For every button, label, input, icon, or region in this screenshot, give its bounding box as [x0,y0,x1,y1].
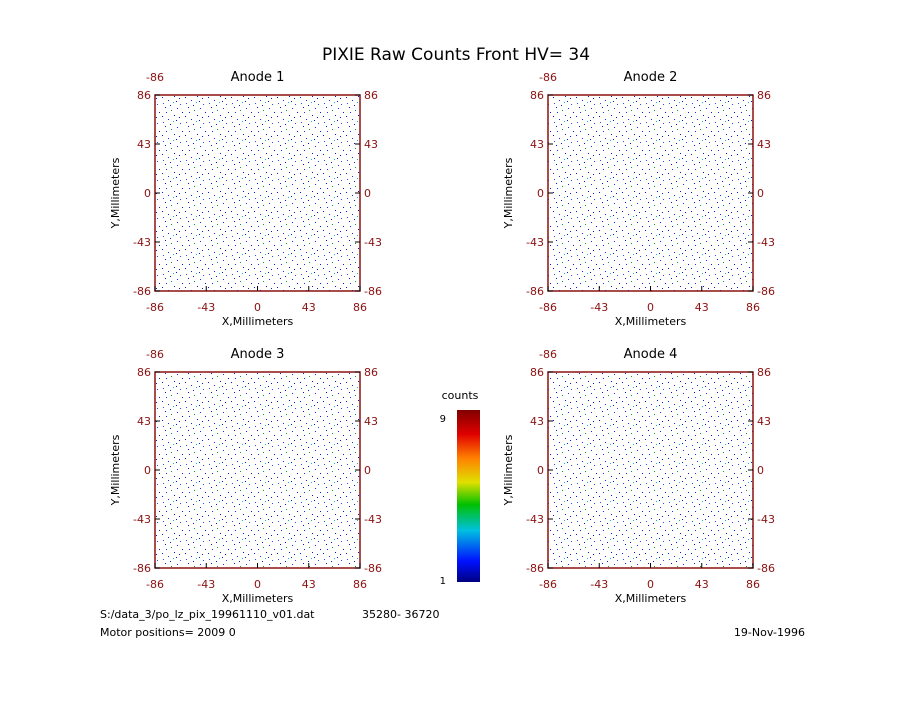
x-tick-label: 86 [353,301,367,314]
y-axis-label: Y,Millimeters [109,434,122,506]
y-tick-label: 43 [137,415,151,428]
x-axis-label: X,Millimeters [615,315,687,328]
x-tick-label: -86 [146,301,164,314]
x-axis-label: X,Millimeters [222,315,294,328]
y2-tick-label: -86 [757,285,775,298]
heatmap-image [155,372,360,568]
x-tick-label: 86 [746,578,760,591]
y2-tick-label: 86 [757,366,771,379]
y-axis-label: Y,Millimeters [502,157,515,229]
y-tick-label: 0 [537,464,544,477]
y2-tick-label: 86 [757,89,771,102]
y2-tick-label: 43 [364,415,378,428]
x-tick-label: -86 [146,578,164,591]
y2-tick-label: -86 [757,562,775,575]
x-tick-label: 0 [254,578,261,591]
y-tick-label: 43 [137,138,151,151]
x-tick-label: 43 [302,301,316,314]
y-tick-label: -86 [526,285,544,298]
y2-tick-label: -86 [364,562,382,575]
x-tick-label: -86 [539,578,557,591]
x-tick-label: 0 [647,301,654,314]
panel-title: Anode 3 [231,347,285,362]
panel-title: Anode 1 [231,70,285,85]
x-tick-label: 86 [353,578,367,591]
x-tick-label: 43 [302,578,316,591]
y2-tick-label: -43 [364,236,382,249]
x-axis-label: X,Millimeters [615,592,687,605]
x-tick-label: -43 [197,301,215,314]
top-tick-label: -86 [146,348,164,361]
y-tick-label: 0 [144,464,151,477]
y2-tick-label: 0 [364,464,371,477]
x-axis-label: X,Millimeters [222,592,294,605]
x-tick-label: -43 [590,301,608,314]
x-tick-label: 0 [647,578,654,591]
colorbar [457,410,480,582]
y-tick-label: -86 [526,562,544,575]
y-tick-label: 86 [530,366,544,379]
y2-tick-label: 43 [757,415,771,428]
heatmap-image [548,95,753,291]
y-tick-label: -43 [526,236,544,249]
y2-tick-label: 0 [364,187,371,200]
y2-tick-label: 43 [757,138,771,151]
y-tick-label: -43 [133,236,151,249]
x-tick-label: 86 [746,301,760,314]
heatmap-image [548,372,753,568]
y-tick-label: 0 [144,187,151,200]
y-tick-label: -43 [526,513,544,526]
y-tick-label: 86 [137,366,151,379]
x-tick-label: 0 [254,301,261,314]
y2-tick-label: -43 [757,236,775,249]
y-tick-label: -43 [133,513,151,526]
y2-tick-label: -43 [757,513,775,526]
footer-file: S:/data_3/po_lz_pix_19961110_v01.dat [100,608,315,621]
panel-title: Anode 2 [624,70,678,85]
y-tick-label: -86 [133,562,151,575]
top-tick-label: -86 [539,348,557,361]
y-axis-label: Y,Millimeters [502,434,515,506]
footer-date: 19-Nov-1996 [734,626,805,639]
heatmap-image [155,95,360,291]
y-tick-label: 0 [537,187,544,200]
y-tick-label: 86 [530,89,544,102]
top-tick-label: -86 [539,71,557,84]
footer-motor: Motor positions= 2009 0 [100,626,236,639]
x-tick-label: 43 [695,301,709,314]
y-tick-label: -86 [133,285,151,298]
footer-range: 35280- 36720 [362,608,439,621]
y2-tick-label: -43 [364,513,382,526]
y2-tick-label: -86 [364,285,382,298]
x-tick-label: 43 [695,578,709,591]
y-tick-label: 43 [530,138,544,151]
figure-title: PIXIE Raw Counts Front HV= 34 [322,45,590,65]
top-tick-label: -86 [146,71,164,84]
y2-tick-label: 86 [364,366,378,379]
y2-tick-label: 0 [757,464,764,477]
colorbar-tick-label: 9 [440,414,446,425]
colorbar-label: counts [442,389,479,402]
x-tick-label: -43 [590,578,608,591]
y-axis-label: Y,Millimeters [109,157,122,229]
y2-tick-label: 43 [364,138,378,151]
y-tick-label: 43 [530,415,544,428]
colorbar-tick-label: 1 [440,576,446,587]
y-tick-label: 86 [137,89,151,102]
x-tick-label: -43 [197,578,215,591]
y2-tick-label: 0 [757,187,764,200]
y2-tick-label: 86 [364,89,378,102]
x-tick-label: -86 [539,301,557,314]
panel-title: Anode 4 [624,347,678,362]
